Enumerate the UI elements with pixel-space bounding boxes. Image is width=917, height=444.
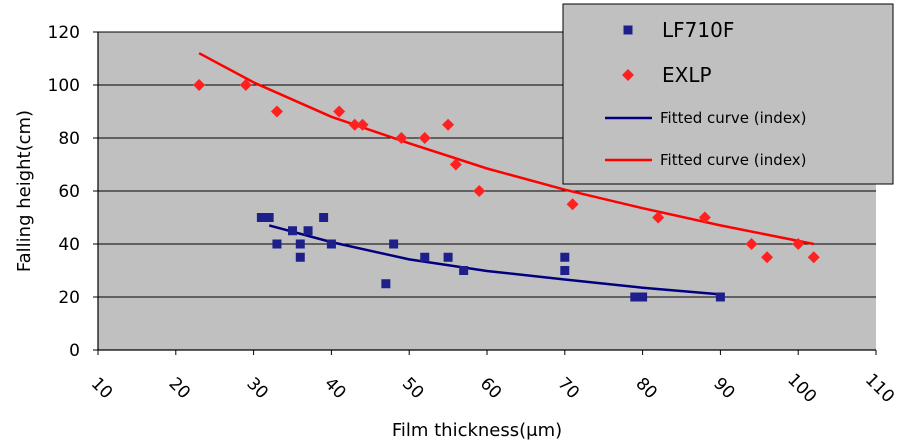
data-point [638,292,648,302]
data-point [348,118,361,131]
data-point [303,226,313,236]
data-point [745,238,758,250]
data-point [761,251,774,264]
x-tick-label: 40 [320,374,349,403]
data-point [264,213,274,222]
y-axis-title: Falling height(cm) [14,110,35,272]
y-tick-label: 40 [58,235,80,255]
data-point [389,239,399,249]
x-tick-label: 20 [165,374,194,403]
data-point [630,292,640,302]
data-point [326,239,336,249]
data-point [381,279,391,289]
data-point [333,105,346,118]
data-point [270,105,283,118]
y-tick-label: 80 [58,129,80,149]
data-point [418,132,431,144]
x-tick-label: 60 [476,374,505,403]
legend-marker [623,25,633,35]
data-point [443,252,453,262]
legend-label: Fitted curve (index) [660,151,807,169]
y-tick-label: 0 [69,341,80,361]
data-point [420,252,430,262]
data-point [395,132,408,144]
x-tick-label: 80 [631,374,660,403]
legend-label: Fitted curve (index) [660,109,807,127]
data-point [272,239,282,249]
y-tick-label: 60 [58,182,80,202]
data-point [807,251,820,264]
y-tick-label: 20 [58,288,80,308]
data-point [239,79,252,91]
legend-label: LF710F [662,18,734,42]
x-tick-label: 30 [242,374,271,403]
data-point [459,266,469,275]
data-point [566,198,579,211]
x-tick-label: 100 [783,370,820,407]
data-point [473,185,486,197]
x-tick-label: 70 [554,374,583,403]
x-tick-label: 90 [709,374,738,403]
data-point [792,238,805,250]
y-tick-label: 100 [48,76,80,96]
data-point [356,118,369,131]
x-tick-label: 50 [398,374,427,403]
fitted-curve-1 [198,52,815,246]
data-point [256,213,266,222]
data-point [442,118,455,131]
data-point [560,252,570,262]
legend-box [562,3,894,185]
x-tick-label: 110 [861,370,898,407]
data-point [449,158,462,171]
x-tick-label: 10 [87,374,116,403]
y-tick-label: 120 [48,23,80,43]
legend-label: EXLP [662,63,712,87]
x-axis-title: Film thickness(μm) [392,420,562,441]
data-point [715,292,725,302]
data-point [698,211,711,224]
data-point [560,266,570,275]
legend-marker [622,69,634,81]
data-point [652,211,665,224]
data-point [288,226,297,236]
data-point [295,252,305,262]
data-point [295,239,305,249]
data-point [193,79,206,91]
data-point [319,213,329,222]
